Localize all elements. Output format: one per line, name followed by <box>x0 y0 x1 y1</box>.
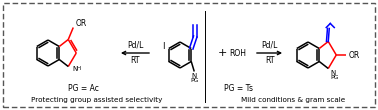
Text: N: N <box>330 70 336 75</box>
Text: PG = Ac: PG = Ac <box>68 83 98 93</box>
Text: N: N <box>192 72 197 79</box>
Text: H: H <box>77 66 81 71</box>
Text: OR: OR <box>75 19 87 28</box>
Text: RT: RT <box>265 56 274 64</box>
Text: +: + <box>217 48 227 58</box>
Text: Pd/L: Pd/L <box>127 40 143 50</box>
Text: RT: RT <box>130 56 140 64</box>
Text: Mild conditions & gram scale: Mild conditions & gram scale <box>241 97 345 103</box>
Text: I: I <box>163 42 165 51</box>
Text: ROH: ROH <box>229 49 246 58</box>
Text: OR: OR <box>348 50 359 60</box>
Text: PG = Ts: PG = Ts <box>223 83 253 93</box>
Text: PG: PG <box>190 78 198 83</box>
Text: Pd/L: Pd/L <box>261 40 278 50</box>
Text: Protecting group assisted selectivity: Protecting group assisted selectivity <box>31 97 163 103</box>
Text: N: N <box>72 65 77 72</box>
Text: PG: PG <box>330 75 339 80</box>
